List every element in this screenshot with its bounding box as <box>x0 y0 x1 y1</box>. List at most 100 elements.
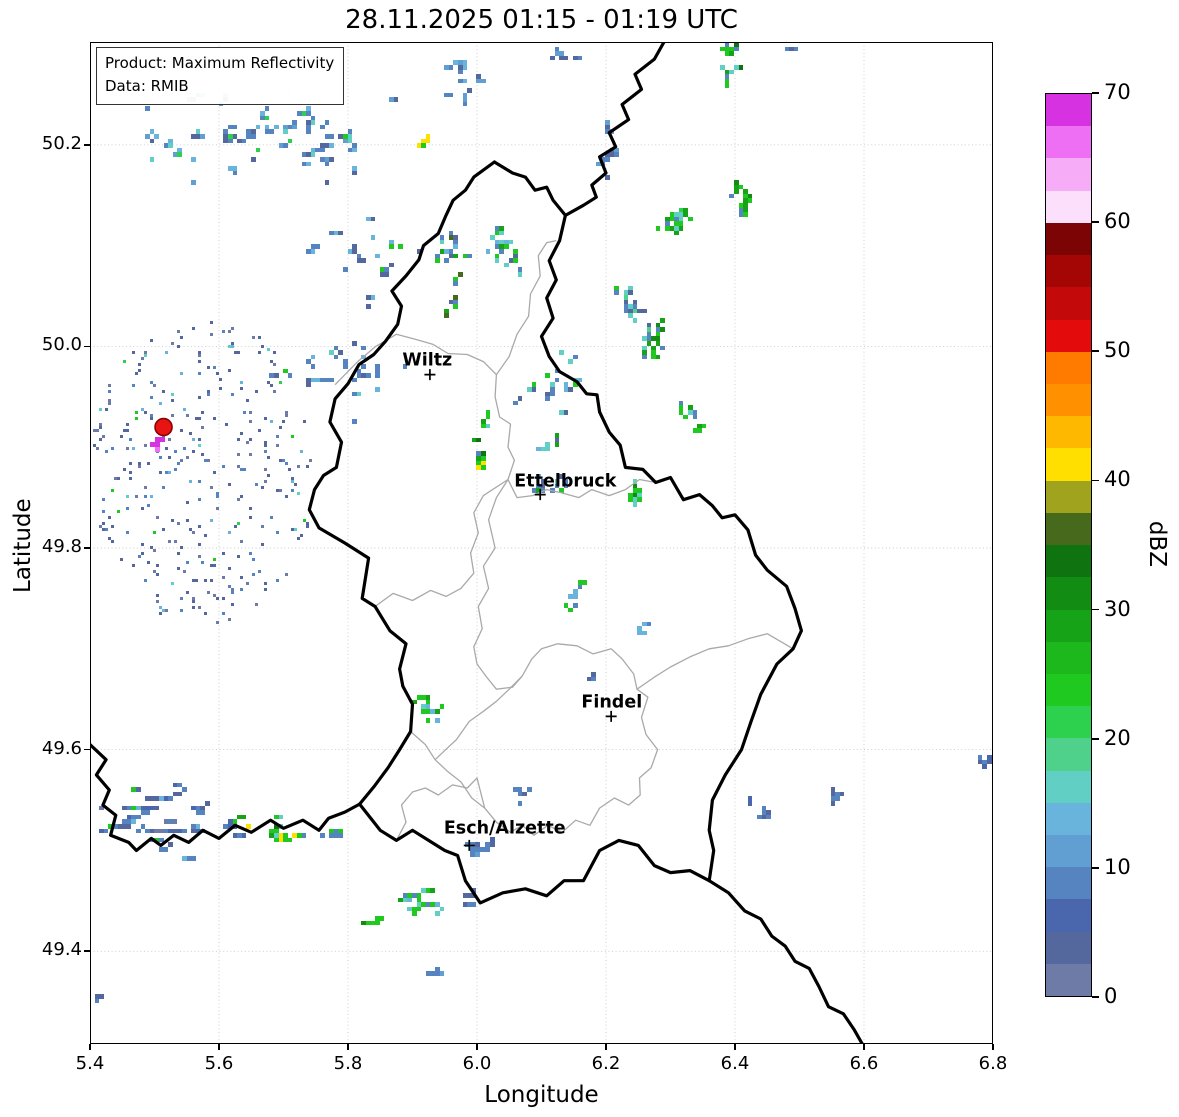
radar-echo-pixel <box>320 147 325 153</box>
radar-echo-pixel <box>444 249 449 254</box>
radar-echo-pixel <box>310 115 316 121</box>
radar-echo-pixel <box>310 249 316 254</box>
radar-echo-pixel <box>393 97 399 102</box>
radar-echo-pixel <box>117 510 120 513</box>
radar-echo-pixel <box>987 755 992 760</box>
radar-echo-pixel <box>352 419 357 424</box>
radar-echo-pixel <box>402 364 408 369</box>
radar-echo-pixel <box>154 828 159 834</box>
radar-echo-pixel <box>674 216 679 222</box>
radar-echo-pixel <box>149 157 155 162</box>
radar-echo-pixel <box>264 582 267 585</box>
radar-echo-pixel <box>632 483 638 489</box>
radar-echo-pixel <box>628 304 633 309</box>
y-axis-label: Latitude <box>10 498 36 593</box>
radar-echo-pixel <box>267 474 270 477</box>
radar-echo-pixel <box>222 597 225 600</box>
radar-echo-pixel <box>291 435 294 438</box>
radar-echo-pixel <box>738 65 744 70</box>
radar-echo-pixel <box>168 143 173 148</box>
radar-echo-pixel <box>200 810 205 815</box>
radar-echo-pixel <box>517 787 523 792</box>
radar-echo-pixel <box>223 129 228 134</box>
radar-echo-pixel <box>665 226 670 231</box>
y-tick-mark <box>84 950 90 953</box>
colorbar-band <box>1046 287 1091 320</box>
radar-echo-pixel <box>195 129 201 134</box>
radar-echo-pixel <box>320 833 325 838</box>
radar-echo-pixel <box>198 372 201 375</box>
radar-echo-pixel <box>475 852 480 857</box>
x-tick-mark <box>734 1044 736 1050</box>
radar-echo-pixel <box>444 258 449 263</box>
radar-echo-pixel <box>117 477 120 480</box>
radar-echo-pixel <box>389 244 394 249</box>
colorbar-band <box>1046 416 1091 449</box>
radar-echo-pixel <box>421 902 426 907</box>
radar-echo-pixel <box>573 354 578 360</box>
radar-echo-pixel <box>198 360 201 363</box>
radar-echo-pixel <box>172 791 178 797</box>
radar-echo-pixel <box>499 226 504 231</box>
radar-echo-pixel <box>540 446 546 452</box>
radar-echo-pixel <box>835 796 840 801</box>
radar-echo-pixel <box>108 516 111 519</box>
radar-echo-pixel <box>204 459 207 462</box>
radar-echo-pixel <box>384 267 389 272</box>
x-tick-mark <box>605 1044 607 1050</box>
radar-echo-pixel <box>632 318 638 323</box>
radar-echo-pixel <box>228 819 233 824</box>
radar-echo-pixel <box>655 226 661 231</box>
radar-echo-pixel <box>324 161 330 167</box>
radar-echo-pixel <box>513 249 518 254</box>
radar-echo-pixel <box>310 120 316 125</box>
city-label: Esch/Alzette <box>444 818 566 838</box>
radar-echo-pixel <box>108 390 111 393</box>
radar-echo-pixel <box>361 345 366 351</box>
radar-echo-pixel <box>269 373 274 378</box>
radar-echo-pixel <box>467 253 472 259</box>
radar-echo-pixel <box>132 384 135 387</box>
radar-echo-pixel <box>273 351 276 354</box>
radar-echo-pixel <box>195 579 198 582</box>
radar-echo-pixel <box>135 417 138 420</box>
radar-echo-pixel <box>182 787 187 792</box>
radar-echo-pixel <box>425 704 431 709</box>
radar-echo-pixel <box>554 433 560 438</box>
radar-echo-pixel <box>421 888 426 893</box>
radar-echo-pixel <box>467 902 472 907</box>
radar-echo-pixel <box>177 828 182 834</box>
radar-echo-pixel <box>669 226 675 231</box>
radar-echo-pixel <box>407 897 412 903</box>
radar-echo-pixel <box>186 456 189 459</box>
radar-echo-pixel <box>678 226 684 231</box>
radar-echo-pixel <box>527 387 532 392</box>
city-marker <box>534 489 546 501</box>
radar-echo-pixel <box>678 400 684 406</box>
radar-echo-pixel <box>283 837 288 843</box>
radar-echo-pixel <box>123 429 126 432</box>
radar-echo-pixel <box>439 971 445 976</box>
radar-echo-pixel <box>554 437 560 443</box>
radar-echo-pixel <box>830 791 836 797</box>
radar-echo-pixel <box>150 495 153 498</box>
radar-echo-pixel <box>270 420 273 423</box>
radar-echo-pixel <box>467 893 472 898</box>
radar-echo-pixel <box>255 483 258 486</box>
radar-echo-pixel <box>269 833 274 838</box>
radar-echo-pixel <box>338 230 343 236</box>
radar-echo-pixel <box>246 134 251 139</box>
radar-echo-pixel <box>156 573 159 576</box>
colorbar-band <box>1046 963 1091 997</box>
radar-echo-pixel <box>102 510 105 513</box>
radar-echo-pixel <box>485 423 491 429</box>
radar-echo-pixel <box>108 537 111 540</box>
radar-echo-pixel <box>366 216 371 222</box>
radar-echo-pixel <box>453 304 458 309</box>
radar-echo-pixel <box>191 856 196 861</box>
radar-echo-pixel <box>485 410 491 415</box>
x-tick-mark <box>863 1044 865 1050</box>
radar-echo-pixel <box>149 796 155 801</box>
radar-echo-pixel <box>163 796 169 801</box>
radar-echo-pixel <box>444 92 449 98</box>
